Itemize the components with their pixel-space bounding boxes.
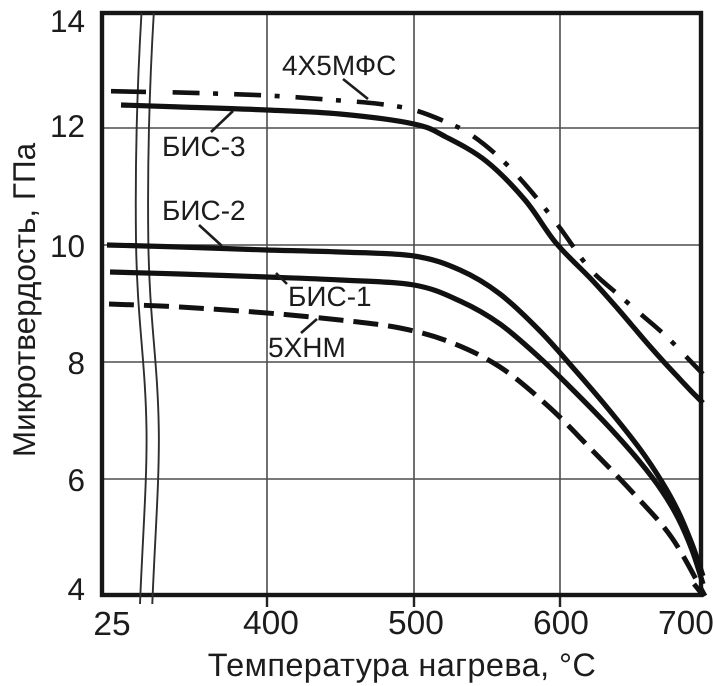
svg-text:БИС-1: БИС-1 — [288, 281, 372, 312]
svg-text:4Х5МФС: 4Х5МФС — [282, 50, 396, 81]
svg-text:400: 400 — [243, 605, 299, 642]
svg-text:4: 4 — [67, 571, 85, 607]
svg-text:700: 700 — [658, 605, 713, 642]
svg-text:Температура нагрева, °С: Температура нагрева, °С — [208, 647, 597, 683]
svg-text:6: 6 — [67, 462, 85, 498]
svg-text:12: 12 — [50, 108, 85, 144]
svg-text:10: 10 — [50, 228, 85, 264]
svg-text:500: 500 — [388, 605, 444, 642]
svg-text:БИС-3: БИС-3 — [162, 131, 246, 162]
svg-text:14: 14 — [50, 3, 85, 39]
svg-text:5ХНМ: 5ХНМ — [268, 332, 346, 363]
svg-text:БИС-2: БИС-2 — [162, 195, 246, 226]
svg-text:25: 25 — [93, 606, 130, 643]
svg-text:600: 600 — [533, 605, 589, 642]
svg-text:Микротвердость, ГПа: Микротвердость, ГПа — [6, 142, 42, 457]
svg-text:8: 8 — [67, 345, 85, 381]
